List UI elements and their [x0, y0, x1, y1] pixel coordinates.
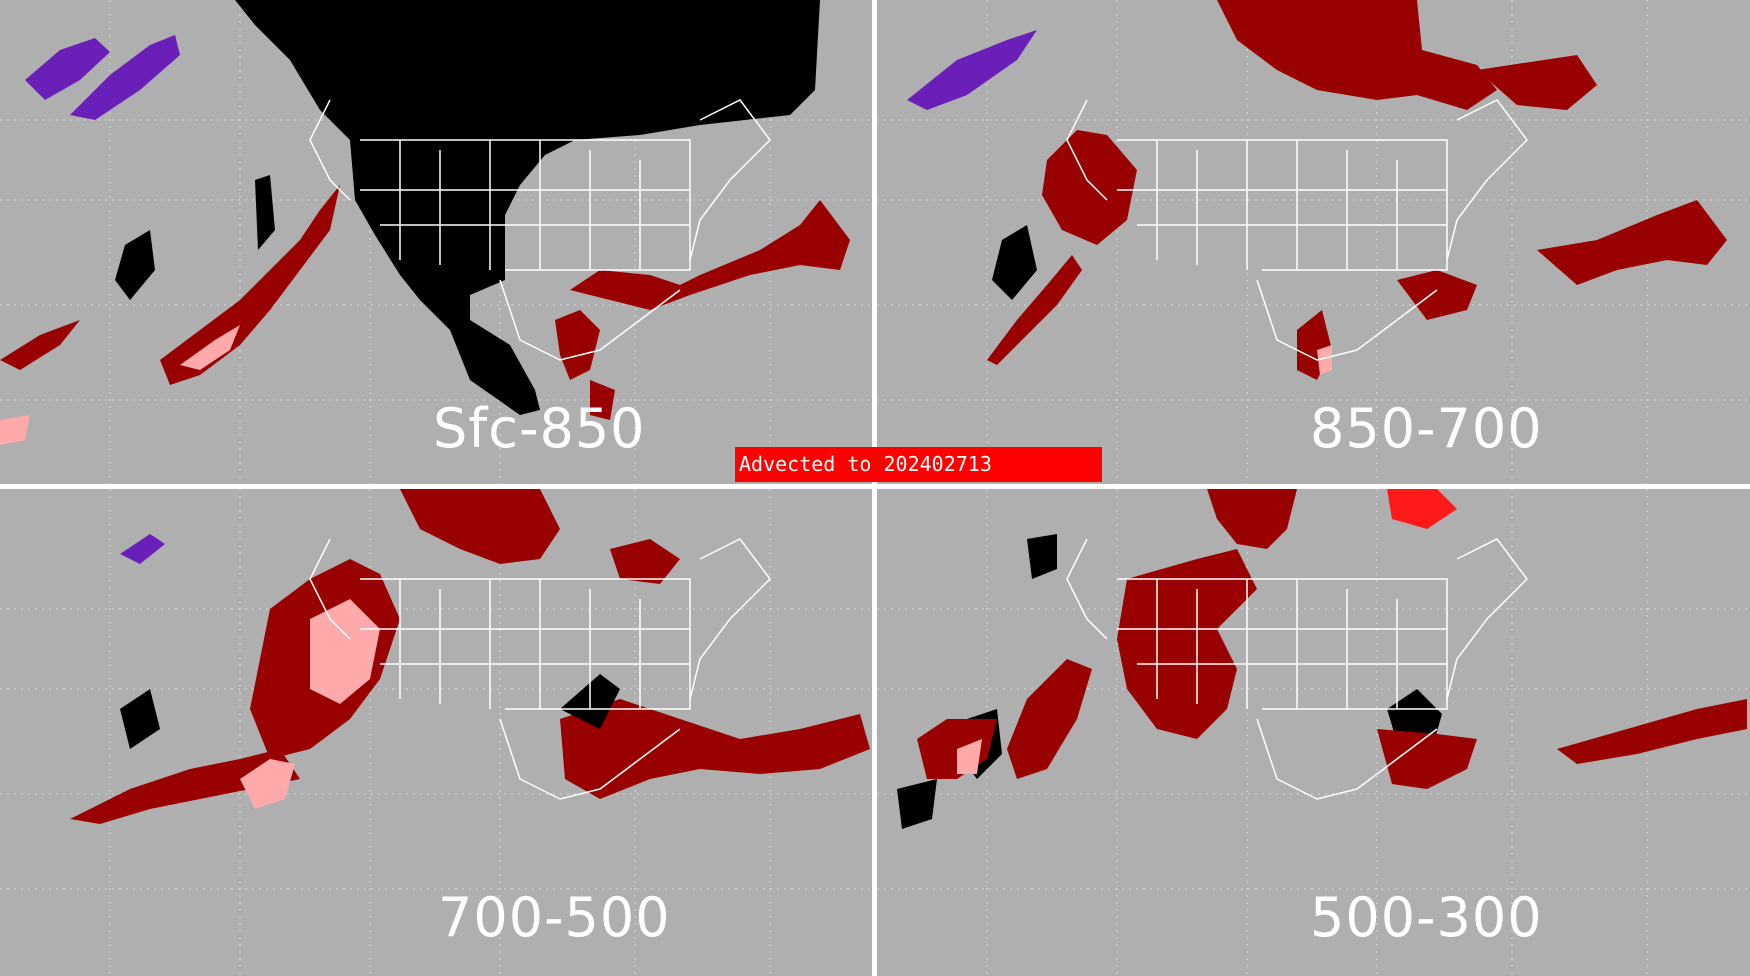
panel-label-700-500: 700-500 — [438, 886, 671, 949]
map-850-700 — [877, 0, 1750, 484]
panel-label-500-300: 500-300 — [1310, 886, 1543, 949]
map-panel-sfc-850: Sfc-850 — [0, 0, 872, 484]
map-500-300 — [877, 489, 1750, 976]
map-panel-500-300: 500-300 — [877, 489, 1750, 976]
map-sfc-850 — [0, 0, 872, 484]
map-700-500 — [0, 489, 872, 976]
map-panel-700-500: 700-500 — [0, 489, 872, 976]
advected-banner: Advected to 202402713 — [735, 447, 1102, 482]
panel-label-850-700: 850-700 — [1310, 397, 1543, 460]
panel-label-sfc-850: Sfc-850 — [433, 397, 646, 460]
map-panel-850-700: 850-700 — [877, 0, 1750, 484]
